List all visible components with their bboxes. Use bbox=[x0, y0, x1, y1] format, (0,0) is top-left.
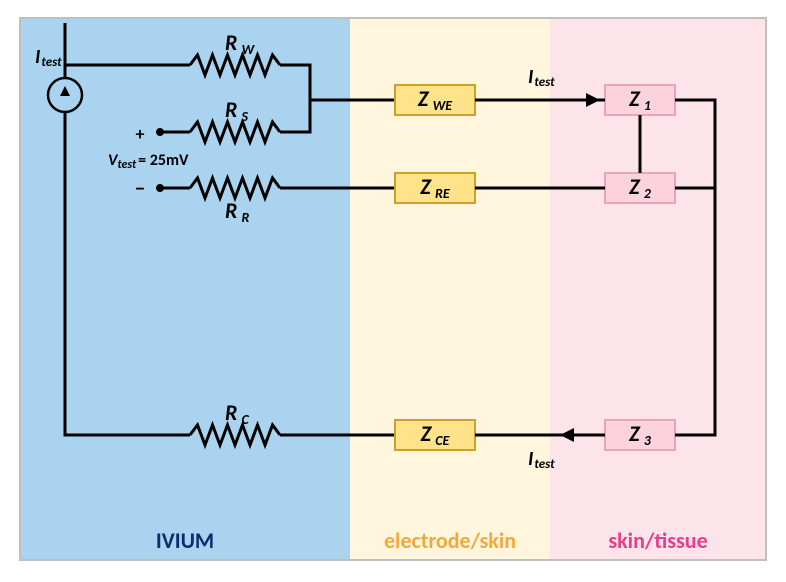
region-left bbox=[20, 18, 350, 560]
voltmeter-plus-sign: + bbox=[136, 123, 145, 145]
region-label-middle: electrode/skin bbox=[384, 527, 516, 554]
voltmeter-minus-terminal bbox=[156, 184, 164, 192]
region-label-right: skin/tissue bbox=[608, 527, 707, 554]
region-label-left: IVIUM bbox=[156, 527, 214, 554]
voltmeter-plus-terminal bbox=[156, 128, 164, 136]
circuit-diagram: IVIUMelectrode/skinskin/tissueR WR SR RR… bbox=[0, 0, 786, 582]
voltmeter-minus-sign: − bbox=[135, 177, 145, 201]
